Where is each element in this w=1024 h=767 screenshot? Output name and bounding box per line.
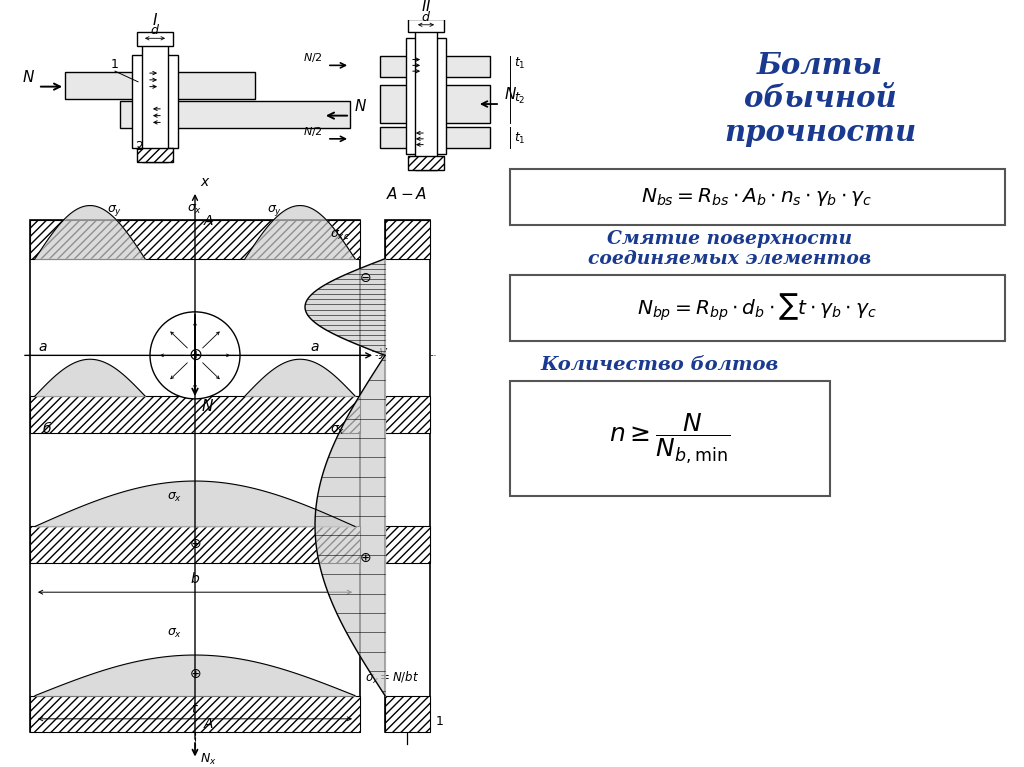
- Text: $b$: $b$: [189, 571, 200, 585]
- Text: $\sigma_x$: $\sigma_x$: [330, 423, 345, 436]
- Text: $\sigma_y$: $\sigma_y$: [267, 203, 283, 219]
- Text: $2$: $2$: [135, 140, 143, 153]
- Text: $A-A$: $A-A$: [386, 186, 428, 202]
- Bar: [137, 32, 173, 46]
- Text: $d$: $d$: [150, 24, 160, 38]
- Text: $N/2$: $N/2$: [303, 51, 323, 64]
- Text: $x$: $x$: [200, 175, 211, 189]
- Bar: [65, 72, 255, 99]
- Bar: [385, 220, 430, 258]
- Text: $d$: $d$: [421, 10, 431, 24]
- Bar: [120, 101, 350, 128]
- Text: $\sigma_{xc}$: $\sigma_{xc}$: [330, 229, 350, 242]
- Bar: [380, 84, 490, 123]
- Bar: [30, 220, 360, 732]
- Bar: [132, 54, 178, 147]
- Text: $t$: $t$: [191, 702, 199, 716]
- Bar: [510, 381, 830, 495]
- Text: $A$: $A$: [203, 716, 214, 730]
- Bar: [30, 696, 360, 732]
- Text: $I$: $I$: [152, 12, 158, 28]
- Text: $\sigma_x = N/bt$: $\sigma_x = N/bt$: [365, 670, 419, 686]
- Text: Срез болта: Срез болта: [713, 175, 867, 198]
- Text: $A$: $A$: [203, 214, 214, 228]
- Bar: [385, 526, 430, 563]
- Text: $1$: $1$: [110, 58, 119, 71]
- Circle shape: [150, 312, 240, 399]
- Bar: [30, 396, 360, 433]
- Bar: [408, 19, 444, 32]
- Text: $N$: $N$: [22, 69, 35, 85]
- Text: $\oplus$: $\oplus$: [358, 551, 371, 565]
- Text: $N_{bp} = R_{bp} \cdot d_b \cdot \sum t \cdot \gamma_b \cdot \gamma_c$: $N_{bp} = R_{bp} \cdot d_b \cdot \sum t …: [637, 291, 877, 323]
- Text: $\ominus$: $\ominus$: [358, 271, 371, 285]
- Bar: [510, 169, 1005, 225]
- Text: Количество болтов: Количество болтов: [541, 356, 779, 374]
- Text: $\sigma_y$: $\sigma_y$: [108, 203, 123, 219]
- Text: $t_1$: $t_1$: [514, 130, 525, 146]
- Bar: [415, 27, 437, 170]
- Text: Болты
обычной
прочности: Болты обычной прочности: [724, 51, 916, 147]
- Bar: [142, 36, 168, 162]
- Text: $N$: $N$: [201, 398, 214, 414]
- Text: $\sigma_x$: $\sigma_x$: [167, 627, 182, 640]
- Text: Смятие поверхности
соединяемых элементов: Смятие поверхности соединяемых элементов: [589, 229, 871, 268]
- Text: $\oplus$: $\oplus$: [188, 667, 201, 681]
- Bar: [385, 696, 430, 732]
- Text: $\sigma_x$: $\sigma_x$: [187, 203, 203, 216]
- Text: $y$: $y$: [378, 346, 389, 361]
- Bar: [380, 127, 490, 149]
- Text: $t_1$: $t_1$: [514, 56, 525, 71]
- Text: $II$: $II$: [421, 0, 431, 15]
- Text: $a$: $a$: [38, 340, 47, 354]
- Text: $N$: $N$: [354, 98, 367, 114]
- Text: $n \geq \dfrac{N}{N_{b,\min}}$: $n \geq \dfrac{N}{N_{b,\min}}$: [609, 412, 730, 466]
- Bar: [380, 56, 490, 77]
- Bar: [406, 38, 446, 154]
- Bar: [137, 149, 173, 162]
- Text: $N$: $N$: [504, 86, 517, 102]
- Text: $\oplus$: $\oplus$: [187, 347, 202, 364]
- Text: $б$: $б$: [42, 420, 52, 436]
- Text: $t_2$: $t_2$: [514, 91, 525, 106]
- Text: $a$: $a$: [310, 340, 319, 354]
- Text: $\oplus$: $\oplus$: [188, 537, 201, 551]
- Bar: [30, 526, 360, 563]
- Text: $N_x$: $N_x$: [200, 752, 217, 767]
- Bar: [385, 220, 430, 732]
- Bar: [510, 275, 1005, 341]
- Bar: [30, 220, 360, 258]
- Text: $N/2$: $N/2$: [303, 125, 323, 138]
- Bar: [385, 396, 430, 433]
- Text: $\sigma_x$: $\sigma_x$: [167, 492, 182, 505]
- Bar: [408, 156, 444, 170]
- Text: $1$: $1$: [435, 715, 443, 728]
- Text: $N_{bs} = R_{bs} \cdot A_b \cdot n_s \cdot \gamma_b \cdot \gamma_c$: $N_{bs} = R_{bs} \cdot A_b \cdot n_s \cd…: [641, 186, 872, 208]
